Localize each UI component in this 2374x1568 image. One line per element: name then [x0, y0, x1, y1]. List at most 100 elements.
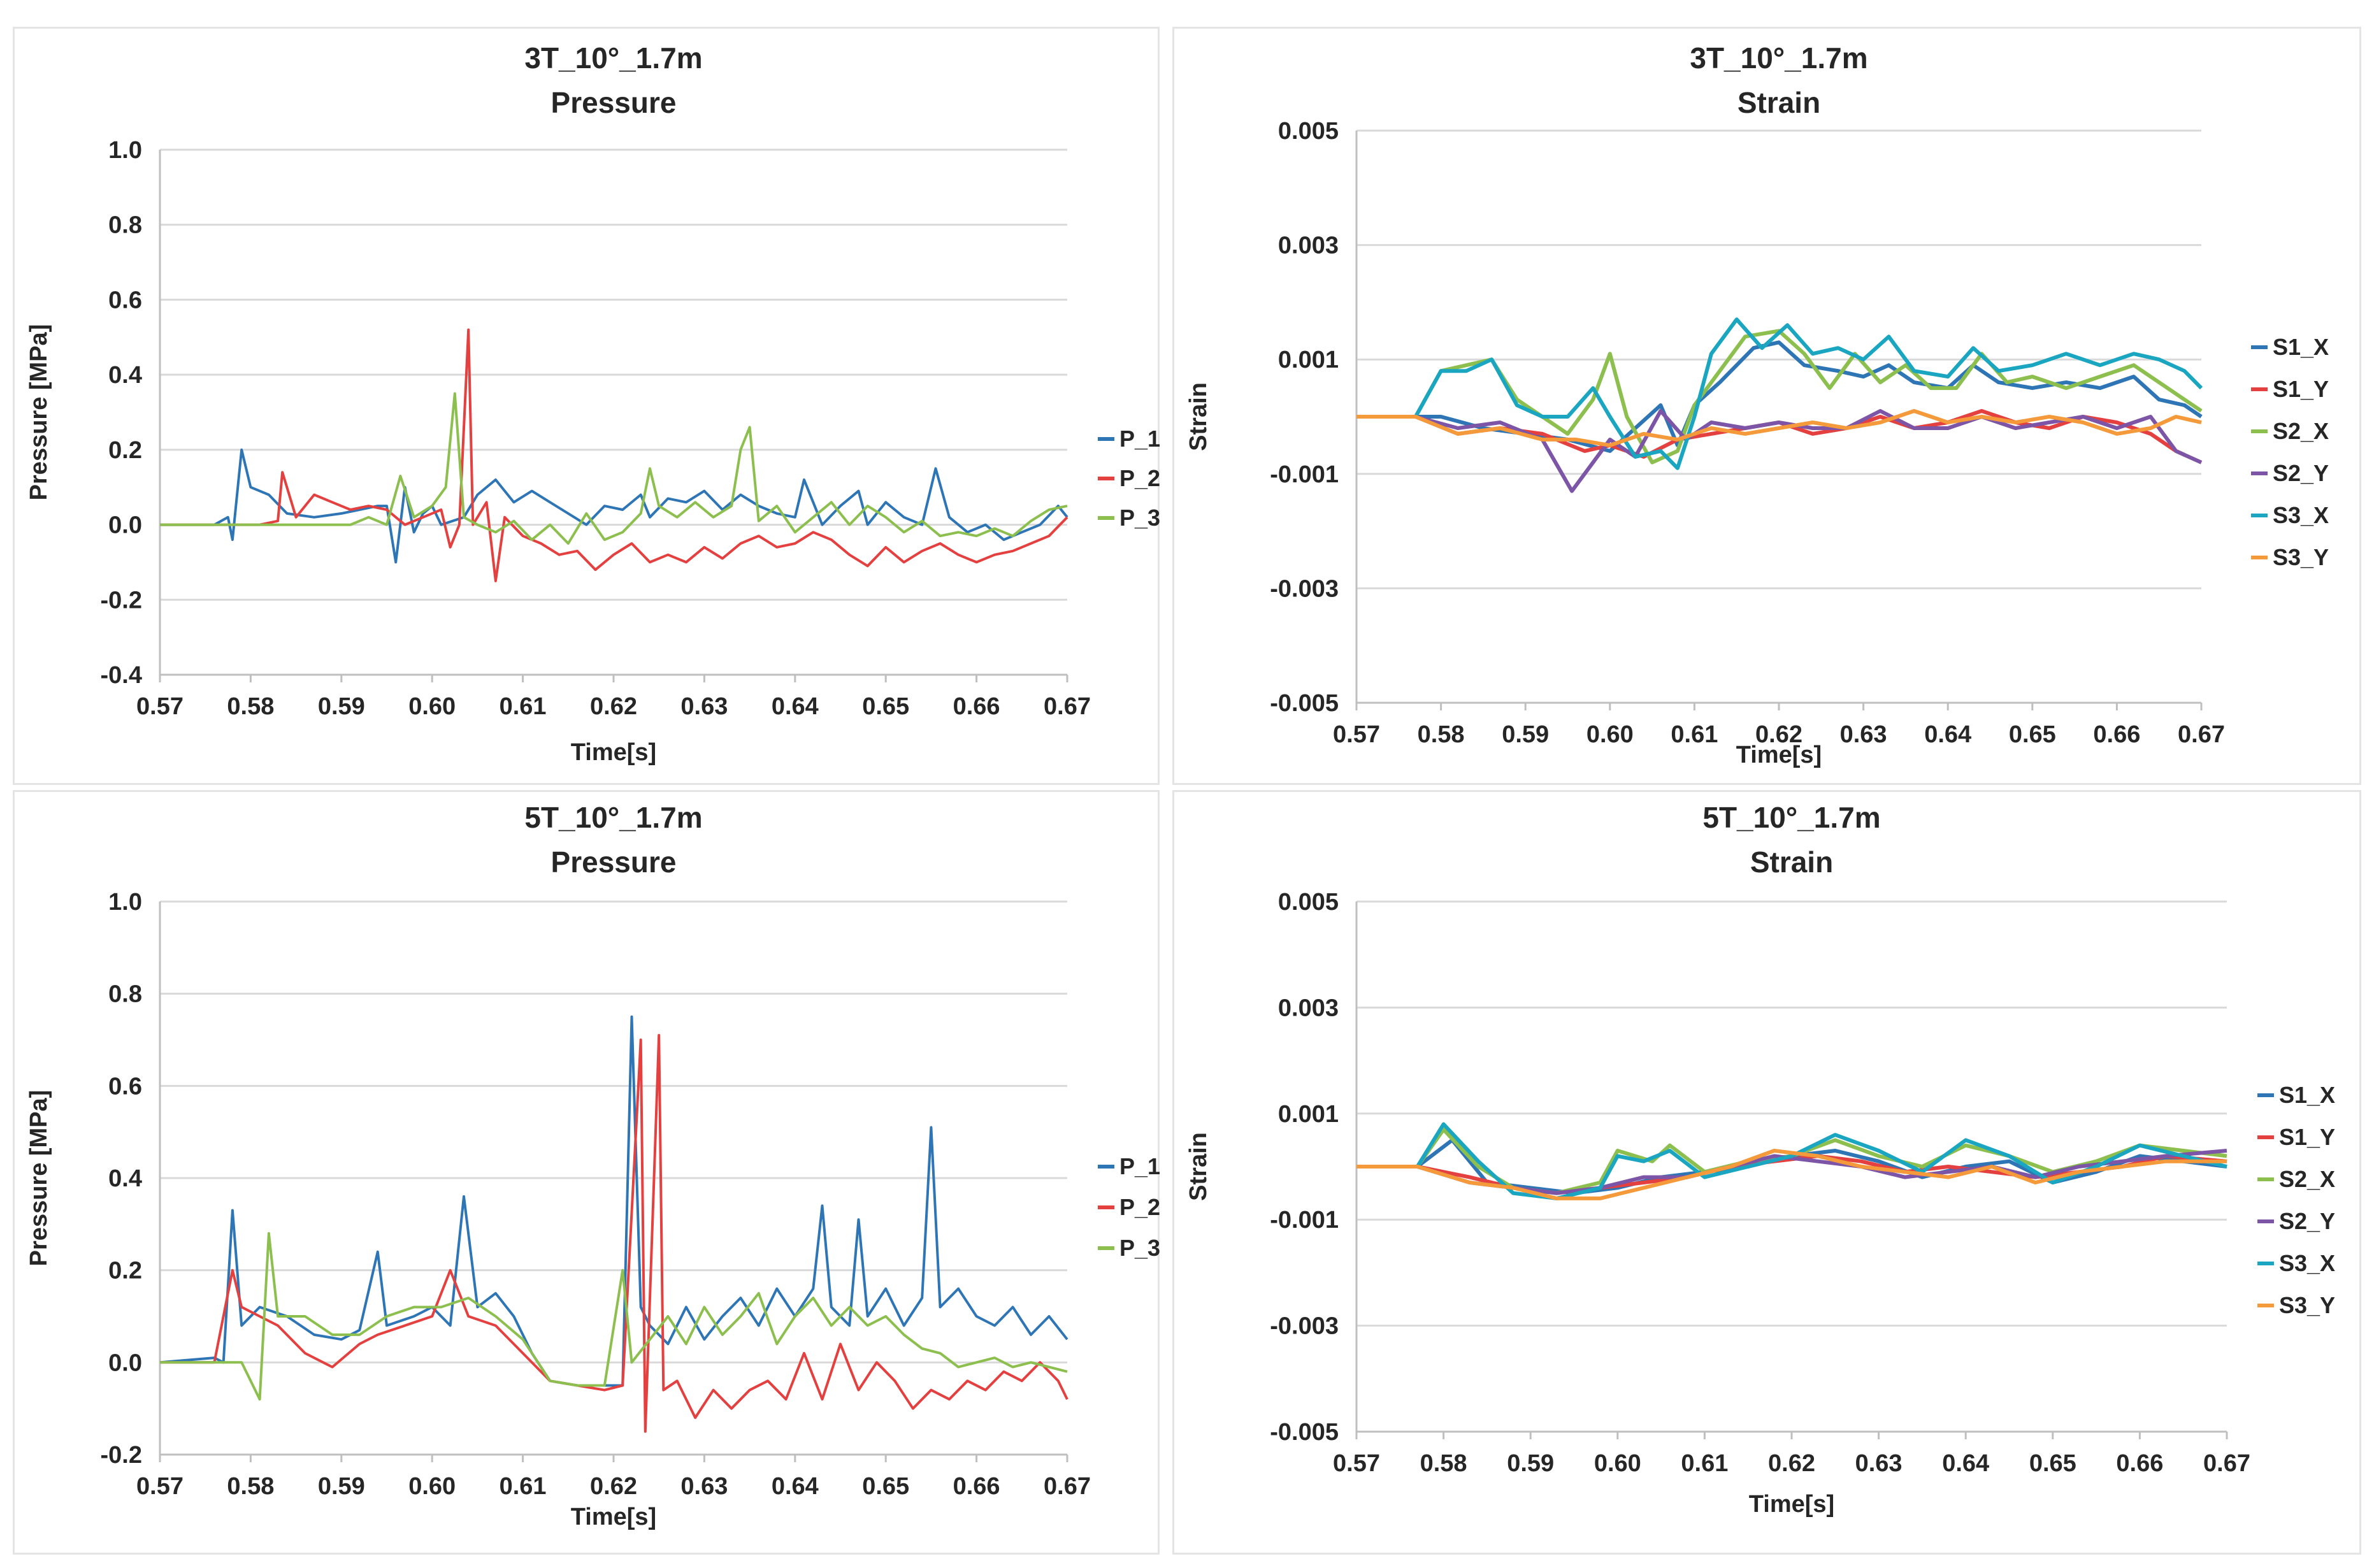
x-tick-label: 0.61: [1681, 1450, 1728, 1477]
legend-label: S2_X: [2279, 1166, 2335, 1192]
x-tick-label: 0.62: [1768, 1450, 1815, 1477]
x-tick-label: 0.61: [500, 693, 547, 720]
x-tick-label: 0.66: [2093, 721, 2140, 748]
chart-5t-strain: 5T_10°_1.7m Strain -0.005 -0.003 -0.001 0.001…: [1185, 801, 2335, 1518]
legend-label: S2_Y: [2279, 1208, 2335, 1234]
x-tick-label: 0.59: [1507, 1450, 1554, 1477]
y-tick-label: 0.2: [108, 437, 142, 464]
y-tick-label: -0.005: [1270, 690, 1339, 717]
y-tick-label: -0.4: [101, 662, 142, 689]
chart-subtitle: Strain: [1737, 86, 1820, 119]
series-line-s3-y: [1356, 409, 2202, 447]
x-axis-label: Time[s]: [571, 739, 656, 766]
legend-label: P_1: [1119, 1153, 1160, 1179]
legend-label: S1_X: [2273, 334, 2329, 360]
series-line-s3-x: [1356, 317, 2203, 470]
chart-panel-5t-strain: 5T_10°_1.7m Strain -0.005 -0.003 -0.001 0.001…: [1172, 790, 2361, 1555]
y-tick-label: 0.4: [108, 362, 142, 389]
y-tick-label: 0.001: [1278, 1101, 1339, 1128]
x-tick-label: 0.67: [1044, 693, 1091, 720]
x-tick-label: 0.66: [953, 1473, 1000, 1500]
chart-subtitle: Strain: [1750, 845, 1833, 879]
series-line-p-3: [160, 1232, 1068, 1401]
x-tick-label: 0.64: [772, 1473, 819, 1500]
y-axis-label: Strain: [1185, 1132, 1212, 1201]
y-tick-label: 0.8: [108, 981, 142, 1008]
y-tick-label: 0.6: [108, 287, 142, 313]
x-tick-label: 0.58: [227, 1473, 274, 1500]
y-tick-label: 1.0: [108, 137, 142, 164]
legend-label: P_2: [1119, 465, 1160, 491]
legend-label: S2_Y: [2273, 460, 2329, 486]
x-tick-label: 0.62: [590, 1473, 637, 1500]
y-tick-label: -0.001: [1270, 461, 1339, 488]
y-axis-label: Pressure [MPa]: [25, 1090, 52, 1267]
y-tick-label: 0.003: [1278, 995, 1339, 1021]
chart-subtitle: Pressure: [551, 845, 677, 879]
x-tick-label: 0.58: [227, 693, 274, 720]
x-tick-label: 0.65: [862, 693, 909, 720]
y-tick-label: -0.003: [1270, 575, 1339, 602]
y-axis-label: Strain: [1185, 382, 1212, 451]
x-tick-label: 0.65: [862, 1473, 909, 1500]
chart-title: 3T_10°_1.7m: [524, 41, 702, 75]
legend-label: S3_Y: [2273, 544, 2329, 570]
chart-title: 5T_10°_1.7m: [1702, 801, 1880, 834]
legend-label: P_3: [1119, 1235, 1160, 1261]
y-tick-label: 0.0: [108, 1349, 142, 1376]
y-tick-label: -0.2: [101, 1442, 142, 1469]
x-tick-label: 0.66: [953, 693, 1000, 720]
y-tick-label: 0.0: [108, 512, 142, 539]
x-tick-label: 0.62: [590, 693, 637, 720]
y-tick-label: 0.8: [108, 212, 142, 239]
legend-label: S3_X: [2273, 502, 2329, 528]
x-tick-label: 0.59: [318, 693, 365, 720]
legend-label: S1_Y: [2279, 1124, 2335, 1150]
chart-panel-3t-strain: 3T_10°_1.7m Strain -0.005 -0.003 -0.001 0.001…: [1172, 27, 2361, 785]
y-tick-label: 0.005: [1278, 889, 1339, 916]
legend-label: P_3: [1119, 505, 1160, 531]
x-tick-label: 0.64: [1942, 1450, 1989, 1477]
chart-title: 5T_10°_1.7m: [524, 801, 702, 834]
legend-label: S1_Y: [2273, 376, 2329, 402]
x-tick-label: 0.57: [136, 1473, 183, 1500]
series-line-s3-x: [1356, 1122, 2227, 1200]
legend-label: P_2: [1119, 1194, 1160, 1220]
y-tick-label: 0.005: [1278, 118, 1339, 145]
y-tick-label: -0.005: [1270, 1419, 1339, 1446]
series-line-s3-y: [1356, 1149, 2227, 1200]
x-tick-label: 0.63: [680, 1473, 728, 1500]
x-tick-label: 0.60: [408, 693, 456, 720]
series-line-p-2: [160, 328, 1068, 582]
chart-3t-pressure: 3T_10°_1.7mPressure-0.4-0.20.00.20.40.60…: [25, 41, 1160, 766]
legend-label: S1_X: [2279, 1082, 2335, 1108]
x-tick-label: 0.59: [318, 1473, 365, 1500]
chart-title: 3T_10°_1.7m: [1690, 41, 1867, 75]
chart-5t-pressure: 5T_10°_1.7m Pressure -0.2 0.0 0.2 0.4 0.6 0.8 1.…: [25, 801, 1160, 1530]
chart-3t-strain: 3T_10°_1.7m Strain -0.005 -0.003 -0.001 0.001…: [1185, 41, 2329, 768]
x-tick-label: 0.61: [500, 1473, 547, 1500]
series-line-p-2: [160, 1033, 1068, 1433]
x-tick-label: 0.60: [1586, 721, 1634, 748]
series-line-p-1: [160, 448, 1068, 564]
x-tick-label: 0.62: [1755, 721, 1802, 748]
x-tick-label: 0.61: [1671, 721, 1718, 748]
y-axis-label: Pressure [MPa]: [25, 324, 52, 501]
legend-label: S3_X: [2279, 1250, 2335, 1276]
legend-label: S2_X: [2273, 418, 2329, 444]
y-tick-label: 1.0: [108, 889, 142, 916]
x-tick-label: 0.64: [772, 693, 819, 720]
x-tick-label: 0.67: [2178, 721, 2225, 748]
y-tick-label: -0.2: [101, 587, 142, 614]
chart-subtitle: Pressure: [551, 86, 677, 119]
x-tick-label: 0.67: [1044, 1473, 1091, 1500]
chart-panel-3t-pressure: 3T_10°_1.7m Pressure -0.4 -0.2 0.0 0.2 0.4 0.6 0…: [13, 27, 1160, 785]
series-line-s2-x: [1356, 329, 2203, 464]
series-line-p-3: [160, 392, 1068, 545]
x-tick-label: 0.60: [408, 1473, 456, 1500]
x-tick-label: 0.59: [1502, 721, 1549, 748]
legend-label: P_1: [1119, 426, 1160, 452]
x-tick-label: 0.64: [1924, 721, 1971, 748]
y-tick-label: -0.003: [1270, 1313, 1339, 1340]
x-axis-label: Time[s]: [1749, 1491, 1834, 1518]
